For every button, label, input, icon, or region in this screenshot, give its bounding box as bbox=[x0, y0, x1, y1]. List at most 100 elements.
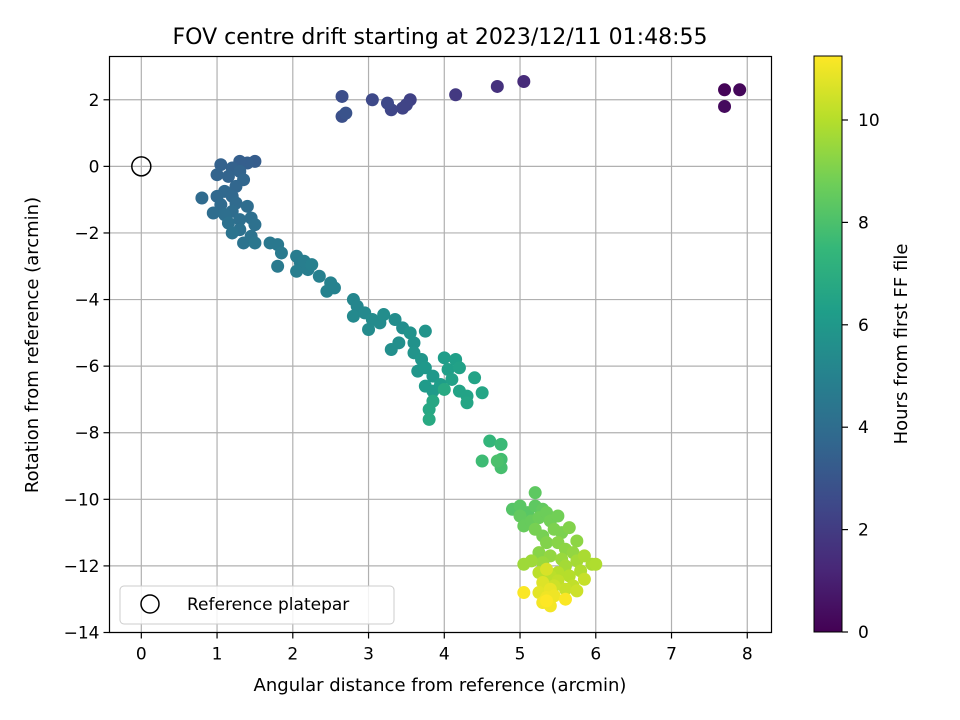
data-point bbox=[327, 281, 341, 295]
data-point bbox=[305, 258, 319, 272]
data-point bbox=[437, 382, 451, 396]
y-tick-label: −14 bbox=[64, 624, 100, 644]
legend-marker bbox=[140, 594, 160, 614]
x-tick-label: 3 bbox=[363, 645, 374, 665]
x-tick-label: 1 bbox=[212, 645, 223, 665]
colorbar-tick-label: 6 bbox=[858, 316, 869, 336]
colorbar-tick-label: 8 bbox=[858, 213, 869, 233]
data-point bbox=[392, 336, 406, 350]
data-point bbox=[312, 269, 326, 283]
data-point bbox=[210, 168, 224, 182]
data-point bbox=[240, 199, 254, 213]
data-point bbox=[540, 594, 554, 608]
data-point bbox=[449, 88, 463, 102]
reference-marker bbox=[131, 156, 152, 177]
data-point bbox=[248, 236, 262, 250]
data-point bbox=[475, 386, 489, 400]
data-point bbox=[437, 351, 451, 365]
data-point bbox=[718, 83, 732, 97]
y-tick-label: 2 bbox=[89, 91, 100, 111]
data-point bbox=[221, 216, 235, 230]
y-tick-label: 0 bbox=[89, 157, 100, 177]
data-point bbox=[214, 158, 228, 172]
data-point bbox=[475, 454, 489, 468]
data-point bbox=[562, 569, 576, 583]
data-point bbox=[335, 89, 349, 103]
data-point bbox=[396, 101, 410, 115]
data-point bbox=[441, 362, 455, 376]
data-point bbox=[206, 206, 220, 220]
data-point bbox=[225, 226, 239, 240]
data-point bbox=[418, 324, 432, 338]
colorbar-tick-label: 2 bbox=[858, 521, 869, 541]
data-point bbox=[271, 259, 285, 273]
data-point bbox=[452, 361, 466, 375]
data-point bbox=[517, 586, 531, 600]
colorbar-tick-label: 10 bbox=[858, 111, 880, 131]
y-tick-label: −4 bbox=[74, 291, 99, 311]
colorbar-label: Hours from first FF file bbox=[891, 244, 912, 445]
data-point bbox=[290, 264, 304, 278]
data-point bbox=[540, 536, 554, 550]
data-point bbox=[517, 74, 531, 88]
data-point bbox=[221, 169, 235, 183]
chart-title: FOV centre drift starting at 2023/12/11 … bbox=[173, 25, 708, 50]
x-tick-label: 7 bbox=[666, 645, 677, 665]
reference-point bbox=[131, 156, 152, 177]
data-point bbox=[403, 326, 417, 340]
data-point bbox=[494, 437, 508, 451]
colorbar-tick-label: 0 bbox=[858, 623, 869, 643]
data-point bbox=[490, 79, 504, 93]
x-tick-label: 6 bbox=[590, 645, 601, 665]
data-point bbox=[407, 336, 421, 350]
data-point bbox=[214, 198, 228, 212]
data-point bbox=[445, 372, 459, 386]
y-tick-label: −8 bbox=[74, 424, 99, 444]
data-point bbox=[558, 582, 572, 596]
data-point bbox=[346, 309, 360, 323]
data-point bbox=[718, 99, 732, 113]
data-point bbox=[540, 562, 554, 576]
x-tick-label: 5 bbox=[515, 645, 526, 665]
data-point bbox=[377, 308, 391, 322]
data-point bbox=[380, 96, 394, 110]
x-tick-label: 4 bbox=[439, 645, 450, 665]
data-point bbox=[248, 218, 262, 232]
data-point bbox=[570, 584, 584, 598]
data-point bbox=[422, 402, 436, 416]
data-point bbox=[362, 323, 376, 337]
data-point bbox=[733, 83, 747, 97]
y-axis-ticks: −14 −12 −10 −8 −6 −4 −2 0 2 bbox=[64, 91, 110, 644]
legend: Reference platepar bbox=[119, 585, 395, 625]
colorbar-ticks: 0 2 4 6 8 10 bbox=[842, 111, 880, 643]
points bbox=[195, 74, 747, 613]
data-point bbox=[388, 313, 402, 327]
data-point bbox=[532, 546, 546, 560]
grid bbox=[109, 56, 772, 634]
x-axis-label: Angular distance from reference (arcmin) bbox=[254, 675, 627, 696]
data-point bbox=[570, 534, 584, 548]
data-point bbox=[562, 521, 576, 535]
x-tick-label: 2 bbox=[287, 645, 298, 665]
y-tick-label: −2 bbox=[74, 224, 99, 244]
data-point bbox=[517, 557, 531, 571]
data-point bbox=[483, 434, 497, 448]
data-point bbox=[577, 549, 591, 563]
x-tick-label: 0 bbox=[136, 645, 147, 665]
data-point bbox=[418, 361, 432, 375]
y-tick-label: −10 bbox=[64, 490, 100, 510]
data-point bbox=[229, 179, 243, 193]
legend-entry-reference: Reference platepar bbox=[187, 595, 349, 615]
data-point bbox=[551, 509, 565, 523]
data-point bbox=[577, 572, 591, 586]
data-point bbox=[365, 93, 379, 107]
plot-frame bbox=[108, 55, 773, 634]
data-point bbox=[339, 106, 353, 120]
colorbar: 0 2 4 6 8 10 Hours from first FF file bbox=[813, 55, 912, 643]
data-point bbox=[490, 454, 504, 468]
data-point bbox=[426, 369, 440, 383]
data-point bbox=[528, 486, 542, 500]
y-axis-label: Rotation from reference (arcmin) bbox=[22, 197, 43, 493]
data-point bbox=[233, 213, 247, 227]
